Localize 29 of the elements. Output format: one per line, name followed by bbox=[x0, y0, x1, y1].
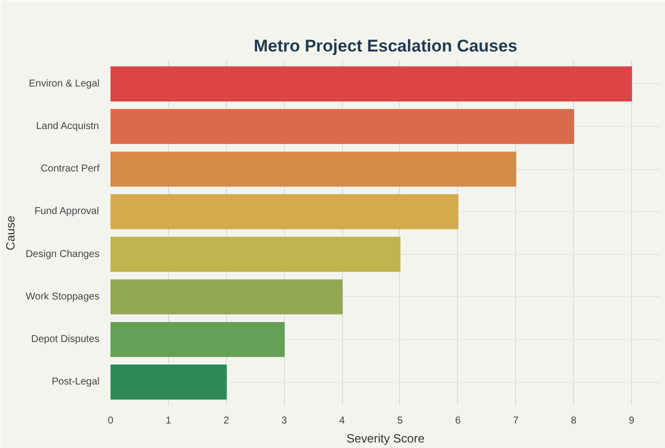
x-tick-label: 7 bbox=[512, 416, 519, 426]
bar bbox=[110, 322, 285, 358]
y-tick-label: Environ & Legal bbox=[28, 78, 100, 90]
y-tick-label: Land Acquistn bbox=[36, 121, 99, 132]
bar bbox=[110, 152, 516, 187]
x-tick-label: 9 bbox=[628, 416, 635, 426]
x-tick-label: 8 bbox=[570, 416, 577, 426]
x-tick-label: 4 bbox=[339, 416, 346, 426]
y-tick-label: Contract Perf bbox=[40, 164, 100, 175]
bar bbox=[110, 194, 458, 230]
y-tick-label: Fund Approval bbox=[34, 206, 99, 218]
x-tick-label: 5 bbox=[397, 416, 404, 426]
bar bbox=[110, 66, 632, 102]
chart-title: Metro Project Escalation Causes bbox=[254, 36, 518, 56]
x-tick-label: 1 bbox=[166, 416, 172, 426]
x-tick-label: 3 bbox=[281, 416, 288, 426]
x-tick-label: 6 bbox=[455, 416, 462, 426]
bar bbox=[110, 279, 343, 314]
y-tick-label: Post-Legal bbox=[52, 376, 100, 388]
bar bbox=[110, 364, 227, 400]
x-axis-title: Severity Score bbox=[346, 432, 425, 446]
bar bbox=[110, 236, 400, 272]
y-tick-label: Work Stoppages bbox=[26, 291, 100, 302]
x-tick-label: 0 bbox=[108, 416, 114, 426]
y-axis-title: Cause bbox=[4, 215, 18, 250]
y-tick-label: Depot Disputes bbox=[31, 334, 100, 345]
x-tick-label: 2 bbox=[224, 416, 230, 426]
bar bbox=[110, 108, 574, 144]
y-tick-label: Design Changes bbox=[26, 248, 100, 260]
